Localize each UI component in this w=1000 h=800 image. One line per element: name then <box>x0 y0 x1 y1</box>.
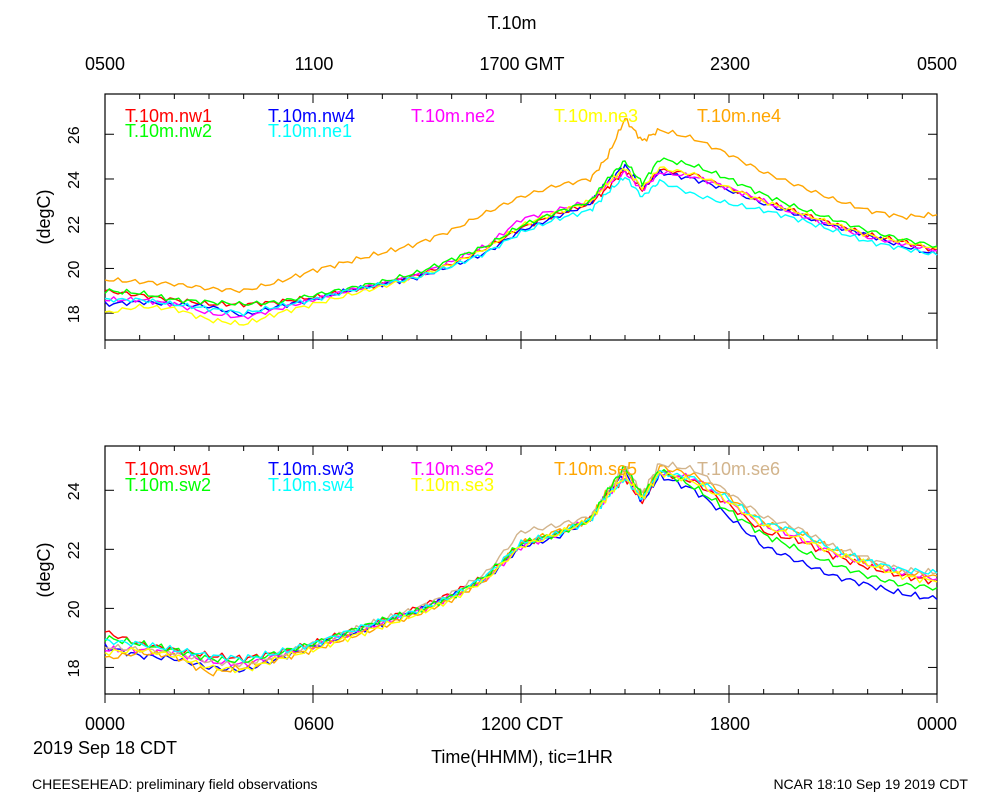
y-tick-label: 24 <box>66 171 83 189</box>
legend-entry: T.10m.nw1 <box>125 106 212 126</box>
series-line-t-10m-ne3 <box>104 166 938 326</box>
legend-entry: T.10m.nw2 <box>125 121 212 141</box>
y-tick-label: 24 <box>66 482 83 500</box>
x-axis-label: Time(HHMM), tic=1HR <box>431 747 613 767</box>
legend-entry: T.10m.sw4 <box>268 475 354 495</box>
top-gmt-axis-labels: 0500 1100 1700 GMT 2300 0500 <box>85 54 957 74</box>
bottom-y-axis-label: (degC) <box>34 542 54 597</box>
series-line-t-10m-sw2 <box>104 465 938 664</box>
y-tick-label: 22 <box>66 541 83 559</box>
footer-left-note: CHEESEHEAD: preliminary field observatio… <box>32 776 318 792</box>
cdt-tick-label: 1800 <box>710 714 750 734</box>
series-line-t-10m-nw4 <box>104 163 938 317</box>
y-tick-label: 26 <box>66 126 83 144</box>
legend-entry: T.10m.se3 <box>411 475 494 495</box>
series-line-t-10m-se2 <box>104 469 938 667</box>
y-tick-label: 22 <box>66 216 83 234</box>
legend-entry: T.10m.ne1 <box>268 121 352 141</box>
gmt-tick-label: 1700 GMT <box>479 54 564 74</box>
legend-entry: T.10m.sw1 <box>125 459 211 479</box>
series-line-t-10m-sw3 <box>104 470 938 673</box>
top-y-axis-label: (degC) <box>34 189 54 244</box>
series-line-t-10m-nw2 <box>104 157 938 306</box>
cdt-tick-label: 0000 <box>85 714 125 734</box>
legend-entry: T.10m.ne4 <box>697 106 781 126</box>
legend-entry: T.10m.se2 <box>411 459 494 479</box>
series-line-t-10m-ne1 <box>104 176 938 317</box>
y-tick-label: 18 <box>66 659 83 677</box>
y-tick-label: 18 <box>66 305 83 323</box>
date-label: 2019 Sep 18 CDT <box>33 738 177 758</box>
legend-entry: T.10m.sw3 <box>268 459 354 479</box>
legend-entry: T.10m.sw2 <box>125 475 211 495</box>
series-line-t-10m-se5 <box>104 464 938 677</box>
legend-entry: T.10m.ne3 <box>554 106 638 126</box>
legend-entry: T.10m.nw4 <box>268 106 355 126</box>
y-tick-label: 20 <box>66 260 83 278</box>
chart-title: T.10m <box>487 13 536 33</box>
footer-right-note: NCAR 18:10 Sep 19 2019 CDT <box>773 776 968 792</box>
series-line-t-10m-nw1 <box>104 168 938 308</box>
series-line-t-10m-ne4 <box>104 117 938 294</box>
series-line-t-10m-sw1 <box>104 471 938 663</box>
legend-entry: T.10m.se5 <box>554 459 637 479</box>
y-tick-label: 20 <box>66 600 83 618</box>
series-line-t-10m-sw4 <box>104 469 938 663</box>
legend-entry: T.10m.se6 <box>697 459 780 479</box>
series-line-t-10m-se6 <box>104 461 938 668</box>
series-line-t-10m-ne2 <box>104 169 938 320</box>
gmt-tick-label: 0500 <box>85 54 125 74</box>
cdt-tick-label: 1200 CDT <box>481 714 563 734</box>
series-line-t-10m-se3 <box>104 471 938 674</box>
gmt-tick-label: 2300 <box>710 54 750 74</box>
bottom-cdt-axis-labels: 0000 0600 1200 CDT 1800 0000 <box>85 714 957 734</box>
gmt-tick-label: 0500 <box>917 54 957 74</box>
cdt-tick-label: 0000 <box>917 714 957 734</box>
legend-entry: T.10m.ne2 <box>411 106 495 126</box>
cdt-tick-label: 0600 <box>294 714 334 734</box>
gmt-tick-label: 1100 <box>295 54 334 74</box>
